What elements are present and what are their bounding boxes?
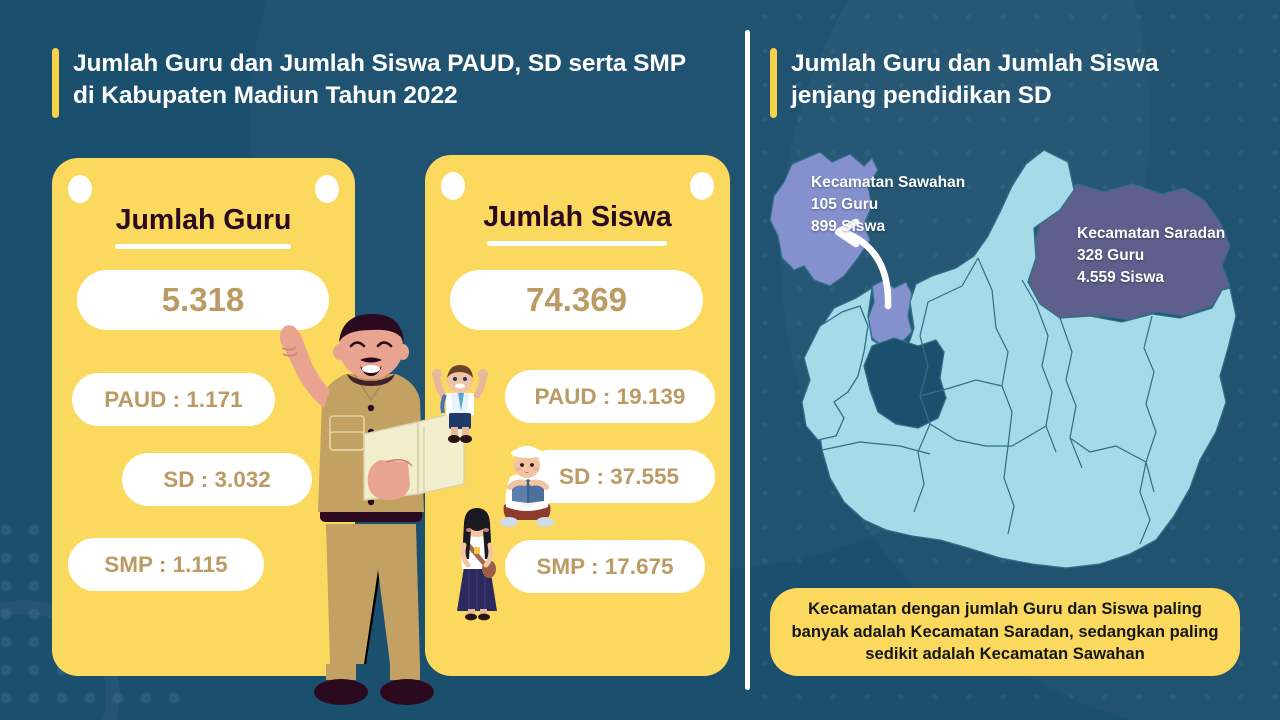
summary-note-box: Kecamatan dengan jumlah Guru dan Siswa p… [770,588,1240,676]
student-smp-illustration [447,505,507,621]
sawahan-students: 899 Siswa [811,218,886,235]
map-label-sawahan: Kecamatan Sawahan 105 Guru 899 Siswa [811,172,965,238]
punch-hole-icon [690,172,714,200]
map-region-dark-patch [863,337,947,429]
map-region-left-lobe [801,305,869,441]
punch-hole-icon [315,175,339,203]
teacher-illustration [268,312,473,720]
card-jumlah-guru: Jumlah Guru 5.318 PAUD : 1.171 SD : 3.03… [52,158,355,676]
curved-arrow-icon [834,218,892,310]
card-siswa-underline [487,241,667,246]
map-label-saradan: Kecamatan Saradan 328 Guru 4.559 Siswa [1077,223,1225,289]
left-title-text: Jumlah Guru dan Jumlah Siswa PAUD, SD se… [73,50,686,110]
left-panel-title: Jumlah Guru dan Jumlah Siswa PAUD, SD se… [52,48,712,118]
punch-hole-icon [441,172,465,200]
sawahan-district-name: Kecamatan Sawahan [811,174,966,191]
card-guru-underline [115,244,291,249]
saradan-district-name: Kecamatan Saradan [1077,225,1226,242]
student-sd-illustration [492,443,562,533]
sawahan-teachers: 105 Guru [811,196,879,213]
title-accent-bar [770,48,777,118]
siswa-sd-value: SD : 37.555 [523,450,715,503]
guru-smp-value: SMP : 1.115 [68,538,264,591]
saradan-students: 4.559 Siswa [1077,269,1165,286]
siswa-paud-value: PAUD : 19.139 [505,370,715,423]
title-accent-bar [52,48,59,118]
saradan-teachers: 328 Guru [1077,247,1145,264]
right-title-text: Jumlah Guru dan Jumlah Siswa jenjang pen… [791,50,1159,110]
panel-divider [745,30,750,690]
guru-sd-value: SD : 3.032 [122,453,312,506]
siswa-smp-value: SMP : 17.675 [505,540,705,593]
right-panel-title: Jumlah Guru dan Jumlah Siswa jenjang pen… [770,48,1240,118]
card-guru-heading: Jumlah Guru [115,204,292,236]
map-region-sawahan [769,151,879,287]
card-siswa-heading: Jumlah Siswa [483,201,672,233]
map-kabupaten-madiun[interactable] [760,140,1260,580]
card-jumlah-siswa: Jumlah Siswa 74.369 PAUD : 19.139 SD : 3… [425,155,730,676]
guru-total-value: 5.318 [77,270,329,330]
punch-hole-icon [68,175,92,203]
student-paud-illustration [429,363,491,445]
map-region-main [817,149,1237,569]
guru-paud-value: PAUD : 1.171 [72,373,275,426]
siswa-total-value: 74.369 [450,270,703,330]
summary-note-text: Kecamatan dengan jumlah Guru dan Siswa p… [791,598,1219,664]
